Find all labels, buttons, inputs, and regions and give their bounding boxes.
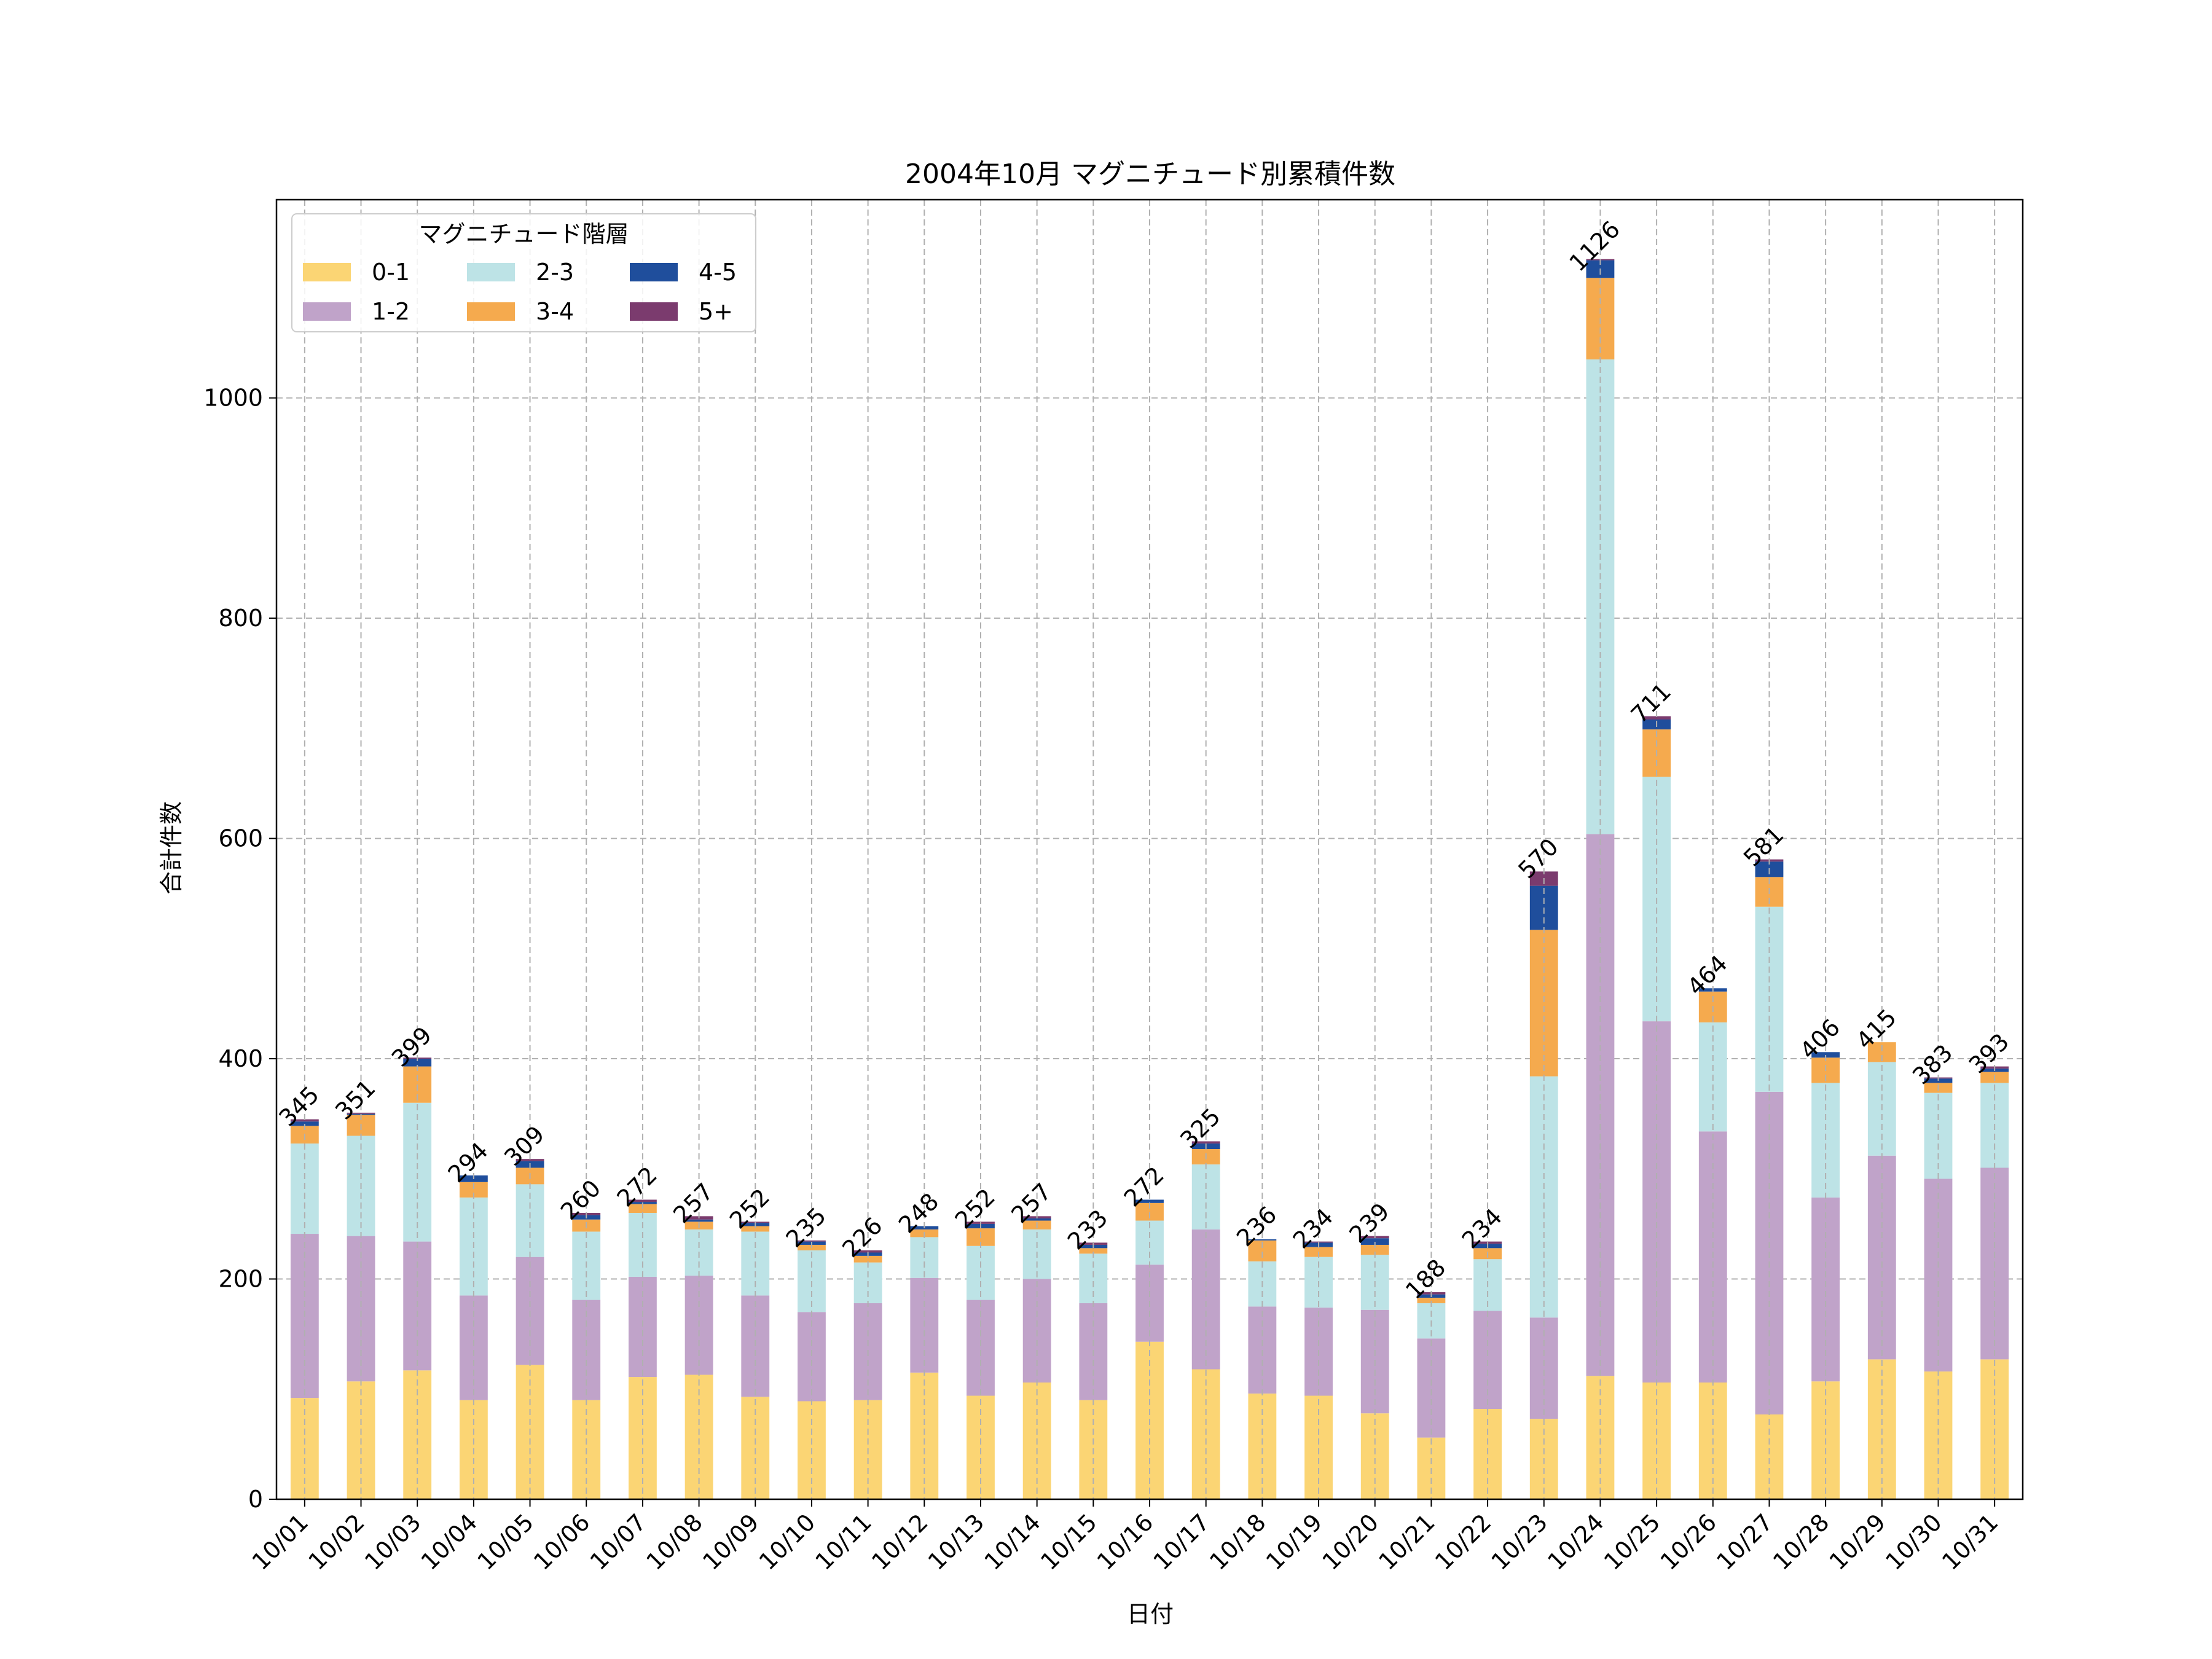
y-tick-label: 200	[218, 1266, 263, 1293]
bar-segment-4-5	[403, 1059, 432, 1067]
bar-segment-0-1	[1360, 1413, 1389, 1499]
bar-segment-4-5	[1360, 1238, 1389, 1245]
y-tick-label: 600	[218, 825, 263, 852]
bar-segment-0-1	[1755, 1414, 1784, 1499]
legend-label: 2-3	[536, 259, 574, 286]
bar-segment-3-4	[1529, 930, 1558, 1077]
legend-swatch-3-4	[467, 302, 515, 321]
bar-segment-5+	[628, 1199, 657, 1202]
y-axis-label: 合計件数	[158, 801, 185, 895]
legend-swatch-2-3	[467, 263, 515, 281]
bar-segment-2-3	[403, 1102, 432, 1242]
bar-segment-5+	[347, 1112, 375, 1114]
legend-swatch-5+	[630, 302, 678, 321]
y-tick-label: 800	[218, 605, 263, 632]
bar-segment-5+	[290, 1119, 319, 1122]
chart-title: 2004年10月 マグニチュード別累積件数	[905, 159, 1395, 190]
bar-segment-5+	[798, 1240, 826, 1242]
bar-segment-3-4	[1360, 1244, 1389, 1255]
bar-segment-5+	[1642, 716, 1671, 720]
bar-segment-5+	[1191, 1141, 1220, 1144]
bar-segment-5+	[516, 1159, 544, 1161]
y-tick-label: 400	[218, 1045, 263, 1072]
bar-segment-4-5	[1248, 1239, 1277, 1241]
legend-swatch-1-2	[303, 302, 351, 321]
legend-label: 3-4	[536, 298, 574, 325]
bar-segment-1-2	[347, 1236, 375, 1382]
x-axis-label: 日付	[1127, 1601, 1174, 1628]
vertical-grid	[304, 200, 1996, 1499]
bar-segment-3-4	[741, 1226, 770, 1232]
legend-title: マグニチュード階層	[418, 221, 629, 248]
bar-segment-5+	[853, 1250, 882, 1253]
bar-segment-1-2	[1191, 1229, 1220, 1370]
legend-label: 1-2	[372, 298, 410, 325]
bar-segment-1-2	[798, 1312, 826, 1402]
legend-label: 5+	[699, 298, 733, 325]
legend-swatch-4-5	[630, 263, 678, 281]
y-tick-label: 1000	[203, 385, 263, 412]
bar-segment-4-5	[1022, 1218, 1051, 1221]
legend: マグニチュード階層 0-1 1-2 2-3 3-4 4-5 5+	[291, 213, 756, 332]
legend-label: 4-5	[699, 259, 737, 286]
bar-segment-4-5	[1135, 1199, 1164, 1203]
bar-segment-4-5	[1811, 1052, 1840, 1058]
bar-segment-3-4	[1417, 1297, 1446, 1303]
bar-segment-3-4	[1079, 1248, 1108, 1254]
bar-segment-4-5	[684, 1219, 713, 1222]
y-tick-label: 0	[248, 1486, 263, 1513]
bar-segment-3-4	[853, 1255, 882, 1263]
legend-swatch-0-1	[303, 263, 351, 281]
legend-label: 0-1	[372, 259, 410, 286]
bar-segment-4-5	[290, 1121, 319, 1126]
